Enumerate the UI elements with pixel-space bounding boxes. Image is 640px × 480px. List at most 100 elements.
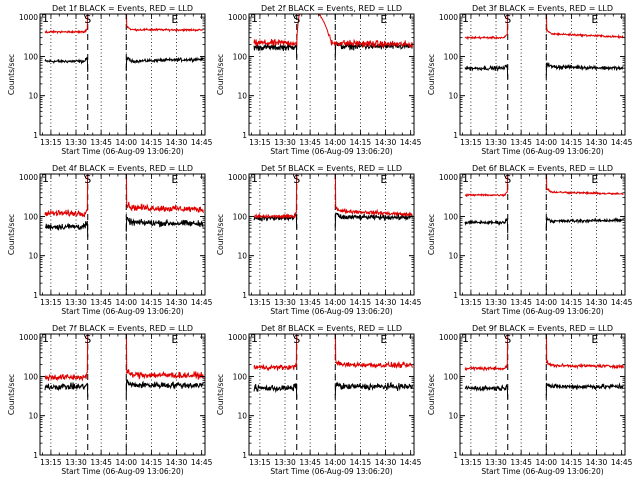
y-tick-label: 100 [24, 212, 39, 221]
series-line-events [44, 382, 89, 398]
y-tick-label: 1000 [439, 173, 458, 182]
y-axis-label: Counts/sec [216, 214, 225, 255]
plot-frame [39, 333, 206, 456]
y-tick-label: 100 [444, 372, 459, 381]
panel-det-6f: Det 6f BLACK = Events, RED = LLD11010010… [427, 164, 633, 316]
y-tick-label: 1 [33, 131, 38, 140]
x-tick-label: 14:00 [535, 298, 557, 307]
x-tick-label: 14:00 [324, 458, 346, 467]
x-tick-label: 14:15 [141, 298, 163, 307]
y-axis-label: Counts/sec [216, 374, 225, 415]
x-tick-label: 14:00 [535, 138, 557, 147]
x-tick-label: 13:30 [485, 458, 507, 467]
panel-title: Det 3f BLACK = Events, RED = LLD [472, 4, 613, 13]
x-tick-label: 13:45 [510, 298, 532, 307]
x-tick-label: 13:45 [299, 138, 321, 147]
series-line-lld [464, 334, 624, 372]
interval-marker-s: S [293, 173, 300, 186]
panel-det-2f: Det 2f BLACK = Events, RED = LLD11010010… [216, 4, 422, 156]
x-tick-label: 14:45 [400, 138, 422, 147]
series-group [44, 14, 204, 73]
series-line-events [44, 56, 89, 73]
y-tick-label: 1000 [19, 333, 38, 342]
series-group [464, 174, 624, 234]
panel-det-7f: Det 7f BLACK = Events, RED = LLD11010010… [7, 324, 213, 476]
series-line-events [464, 64, 509, 79]
y-tick-label: 1 [453, 291, 458, 300]
x-tick-label: 13:30 [485, 298, 507, 307]
x-tick-label: 13:30 [274, 298, 296, 307]
x-tick-label: 14:45 [611, 138, 633, 147]
y-tick-label: 1000 [439, 333, 458, 342]
x-tick-label: 13:30 [485, 138, 507, 147]
y-tick-label: 10 [448, 252, 458, 261]
series-line-events [464, 218, 509, 234]
x-tick-label: 14:30 [166, 298, 188, 307]
series-group [253, 334, 413, 399]
x-tick-label: 14:45 [191, 458, 213, 467]
x-tick-label: 14:30 [586, 138, 608, 147]
x-tick-label: 13:30 [274, 138, 296, 147]
x-tick-label: 14:45 [191, 298, 213, 307]
x-axis-label: Start Time (06-Aug-09 13:06:20) [481, 467, 603, 476]
x-axis-label: Start Time (06-Aug-09 13:06:20) [481, 147, 603, 156]
plot-frame [459, 173, 626, 296]
x-axis-label: Start Time (06-Aug-09 13:06:20) [61, 467, 183, 476]
plot-frame [459, 333, 626, 456]
panel-title: Det 1f BLACK = Events, RED = LLD [52, 4, 193, 13]
x-tick-label: 14:15 [141, 138, 163, 147]
x-tick-label: 13:15 [40, 458, 62, 467]
x-tick-label: 14:30 [166, 458, 188, 467]
x-tick-label: 13:45 [90, 138, 112, 147]
interval-marker-e: E [591, 333, 598, 346]
corner-mark: 1 [251, 172, 258, 185]
series-line-events [253, 383, 298, 399]
series-line-lld [253, 14, 413, 49]
x-tick-label: 14:45 [611, 458, 633, 467]
panel-det-3f: Det 3f BLACK = Events, RED = LLD11010010… [427, 4, 633, 156]
corner-mark: 1 [42, 172, 49, 185]
x-tick-label: 14:15 [350, 298, 372, 307]
interval-marker-s: S [504, 173, 511, 186]
x-axis-label: Start Time (06-Aug-09 13:06:20) [61, 147, 183, 156]
y-axis-label: Counts/sec [7, 54, 16, 95]
y-axis-label: Counts/sec [7, 374, 16, 415]
x-tick-label: 13:30 [65, 458, 87, 467]
x-tick-label: 13:45 [299, 458, 321, 467]
x-tick-label: 13:15 [249, 138, 271, 147]
x-tick-label: 13:30 [274, 458, 296, 467]
interval-marker-e: E [171, 13, 178, 26]
corner-mark: 1 [251, 12, 258, 25]
y-tick-label: 10 [28, 412, 38, 421]
y-tick-label: 1000 [228, 333, 247, 342]
y-tick-label: 1000 [19, 173, 38, 182]
series-line-events [125, 56, 204, 71]
x-tick-label: 13:45 [510, 138, 532, 147]
series-line-events [125, 379, 204, 395]
x-tick-label: 14:30 [586, 298, 608, 307]
interval-marker-s: S [293, 333, 300, 346]
y-tick-label: 1 [453, 451, 458, 460]
interval-marker-s: S [504, 13, 511, 26]
series-group [464, 334, 624, 399]
interval-marker-e: E [380, 333, 387, 346]
corner-mark: 1 [462, 332, 469, 345]
x-tick-label: 14:30 [166, 138, 188, 147]
panel-title: Det 8f BLACK = Events, RED = LLD [261, 324, 402, 333]
corner-mark: 1 [462, 172, 469, 185]
series-line-lld [253, 174, 413, 220]
panel-title: Det 9f BLACK = Events, RED = LLD [472, 324, 613, 333]
x-tick-label: 13:15 [249, 298, 271, 307]
x-tick-label: 14:00 [115, 138, 137, 147]
corner-mark: 1 [42, 332, 49, 345]
interval-marker-s: S [293, 13, 300, 26]
y-axis-label: Counts/sec [427, 54, 436, 95]
y-tick-label: 1 [242, 451, 247, 460]
series-line-lld [44, 334, 204, 382]
y-tick-label: 1 [453, 131, 458, 140]
panel-title: Det 5f BLACK = Events, RED = LLD [261, 164, 402, 173]
x-tick-label: 13:45 [90, 298, 112, 307]
x-tick-label: 14:00 [115, 298, 137, 307]
x-tick-label: 14:45 [400, 298, 422, 307]
x-tick-label: 13:15 [40, 138, 62, 147]
